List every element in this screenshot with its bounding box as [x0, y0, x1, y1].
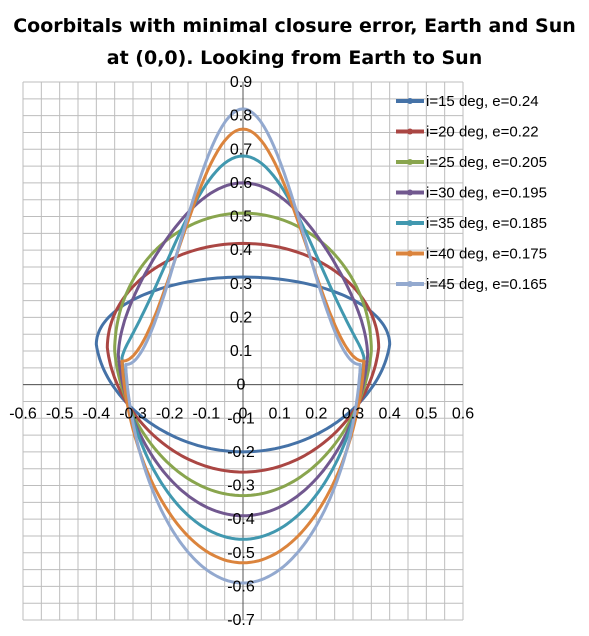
legend-entry: i=35 deg, e=0.185 — [396, 215, 547, 232]
x-tick-label: -0.4 — [83, 406, 111, 423]
legend-marker — [407, 128, 413, 135]
y-tick-label: -0.1 — [227, 410, 255, 427]
y-tick-label: 0.6 — [230, 175, 252, 192]
x-tick-label: 0.3 — [342, 406, 364, 423]
y-tick-label: -0.4 — [227, 511, 255, 528]
y-tick-label: 0.3 — [230, 276, 252, 293]
series-line — [113, 211, 373, 498]
legend-marker — [407, 159, 413, 165]
x-tick-label: 0.4 — [379, 406, 401, 423]
legend-marker — [407, 98, 413, 104]
y-tick-label: 0 — [237, 377, 246, 394]
y-tick-label: -0.3 — [227, 478, 255, 495]
y-tick-label: 0.2 — [230, 309, 252, 326]
series-line — [124, 107, 362, 585]
legend-marker — [407, 220, 413, 226]
y-tick-label: 0.7 — [230, 141, 252, 158]
x-tick-label: -0.6 — [9, 406, 37, 423]
legend: i=15 deg, e=0.24 i=20 deg, e=0.22 i=25 deg… — [396, 93, 547, 293]
y-tick-labels: -0.7-0.6-0.5-0.4-0.3-0.2-0.100.10.20.30.… — [227, 74, 255, 629]
series-line — [120, 127, 366, 565]
chart-title-line-2: at (0,0). Looking from Earth to Sun — [106, 47, 483, 69]
legend-entry: i=25 deg, e=0.205 — [396, 154, 547, 171]
y-tick-label: -0.2 — [227, 444, 255, 461]
legend-entry: i=45 deg, e=0.165 — [396, 276, 547, 293]
y-tick-label: 0.1 — [230, 343, 252, 360]
x-tick-labels: -0.6 -0.5 -0.4 -0.3 -0.2 -0.1 0 0.1 0.2 0.3 0.4 0.5… — [9, 406, 474, 423]
y-tick-label: -0.5 — [227, 545, 255, 562]
axes — [23, 82, 463, 620]
series-line — [120, 154, 366, 541]
x-tick-label: -0.3 — [119, 406, 147, 423]
legend-label: i=35 deg, e=0.185 — [426, 215, 547, 232]
legend-entry: i=15 deg, e=0.24 — [396, 93, 539, 110]
legend-label: i=30 deg, e=0.195 — [426, 185, 547, 202]
series-lines — [94, 107, 392, 585]
x-tick-label: 0.6 — [452, 406, 474, 423]
legend-label: i=15 deg, e=0.24 — [426, 93, 539, 110]
x-tick-label: -0.2 — [156, 406, 184, 423]
legend-label: i=45 deg, e=0.165 — [426, 276, 547, 293]
legend-marker — [407, 189, 413, 196]
x-tick-label: -0.1 — [193, 406, 221, 423]
legend-label: i=20 deg, e=0.22 — [426, 124, 539, 141]
x-tick-label: 0.5 — [415, 406, 437, 423]
chart-title-line-1: Coorbitals with minimal closure error, E… — [13, 15, 576, 37]
y-tick-label: -0.7 — [227, 612, 255, 629]
x-tick-label: 0 — [239, 406, 248, 423]
legend-label: i=40 deg, e=0.175 — [426, 246, 547, 263]
legend-label: i=25 deg, e=0.205 — [426, 154, 547, 171]
chart-title: Coorbitals with minimal closure error, E… — [0, 10, 589, 74]
legend-marker — [407, 250, 413, 257]
legend-marker — [407, 281, 413, 287]
y-tick-label: 0.4 — [230, 242, 252, 259]
y-tick-label: 0.8 — [230, 108, 252, 125]
x-tick-label: -0.5 — [46, 406, 74, 423]
x-tick-label: 0.1 — [269, 406, 291, 423]
y-tick-label: 0.5 — [230, 209, 252, 226]
x-tick-label: 0.2 — [305, 406, 327, 423]
y-tick-label: -0.6 — [227, 578, 255, 595]
legend-entry: i=20 deg, e=0.22 — [396, 124, 539, 141]
y-tick-label: 0.9 — [230, 74, 252, 91]
series-line — [116, 181, 370, 518]
legend-entry: i=40 deg, e=0.175 — [396, 246, 547, 263]
legend-entry: i=30 deg, e=0.195 — [396, 185, 547, 202]
